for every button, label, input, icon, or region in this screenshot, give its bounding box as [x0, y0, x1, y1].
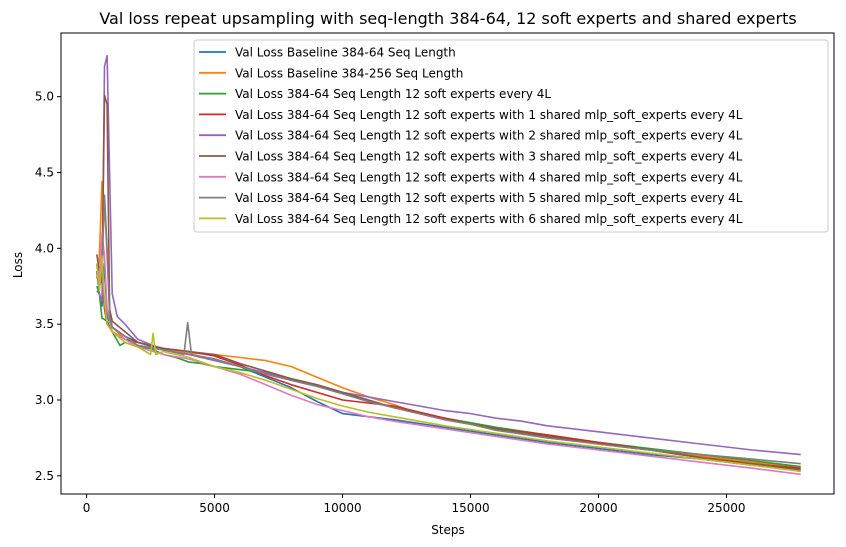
legend-entry: Val Loss 384-64 Seq Length 12 soft exper… — [235, 108, 743, 122]
series-line-4 — [96, 263, 801, 469]
x-axis-label: Steps — [431, 523, 465, 537]
series-line-9 — [96, 255, 801, 473]
x-tick-label: 15000 — [451, 501, 489, 515]
x-axis-ticks: 0 5000 10000 15000 20000 25000 — [83, 494, 746, 515]
legend-entry: Val Loss Baseline 384-64 Seq Length — [235, 46, 456, 60]
legend: Val Loss Baseline 384-64 Seq Length Val L… — [193, 39, 829, 233]
x-tick-label: 5000 — [199, 501, 230, 515]
y-tick-label: 5.0 — [35, 90, 54, 104]
series-line-7 — [96, 232, 801, 476]
y-tick-label: 4.5 — [35, 166, 54, 180]
axes-frame — [60, 32, 835, 495]
y-tick-label: 4.0 — [35, 241, 54, 255]
y-tick-label: 3.5 — [35, 317, 54, 331]
x-tick-label: 10000 — [323, 501, 361, 515]
legend-entry: Val Loss 384-64 Seq Length 12 soft exper… — [235, 150, 743, 164]
y-tick-label: 2.5 — [35, 469, 54, 483]
legend-entry: Val Loss Baseline 384-256 Seq Length — [235, 66, 463, 80]
y-tick-label: 3.0 — [35, 393, 54, 407]
series-line-8 — [96, 194, 801, 465]
series-line-1 — [96, 262, 801, 473]
x-tick-label: 0 — [83, 501, 91, 515]
legend-entry: Val Loss 384-64 Seq Length 12 soft exper… — [235, 212, 743, 226]
series-line-3 — [96, 285, 801, 468]
legend-box — [193, 39, 829, 233]
legend-entry: Val Loss 384-64 Seq Length 12 soft exper… — [235, 87, 551, 101]
series-lines — [96, 54, 801, 476]
x-tick-label: 20000 — [579, 501, 617, 515]
legend-entry: Val Loss 384-64 Seq Length 12 soft exper… — [235, 191, 743, 205]
x-tick-label: 25000 — [707, 501, 745, 515]
chart-title: Val loss repeat upsampling with seq-leng… — [99, 9, 796, 28]
legend-entry: Val Loss 384-64 Seq Length 12 soft exper… — [235, 129, 743, 143]
legend-entry: Val Loss 384-64 Seq Length 12 soft exper… — [235, 170, 743, 184]
y-axis-label: Loss — [11, 252, 25, 278]
y-axis-ticks: 2.5 3.0 3.5 4.0 4.5 5.0 — [35, 90, 61, 483]
series-line-6 — [96, 94, 801, 471]
